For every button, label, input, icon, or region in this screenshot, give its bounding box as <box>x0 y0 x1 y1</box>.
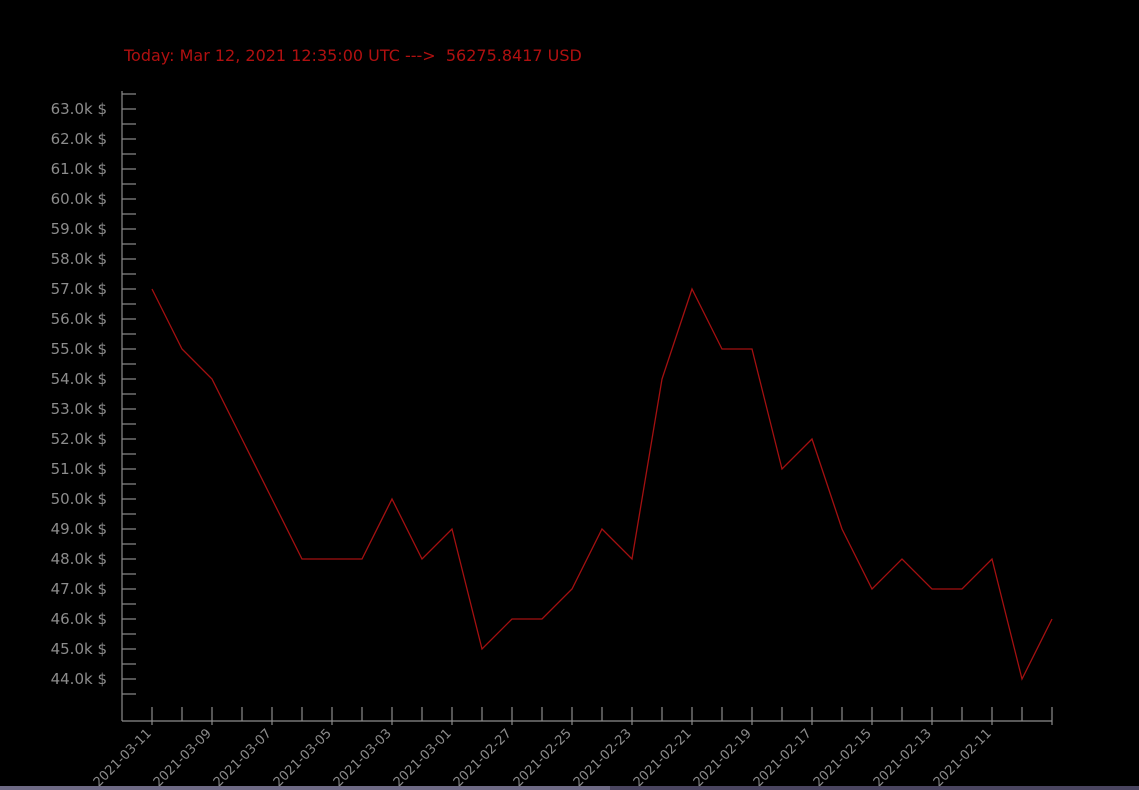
x-tick-label: 2021-02-25 <box>511 726 575 790</box>
x-tick-label: 2021-02-23 <box>571 726 635 790</box>
x-tick-label: 2021-03-09 <box>151 726 215 790</box>
price-line <box>151 287 1053 681</box>
y-axis: 44.0k $ 45.0k $ 46.0k $ 47.0k $ 48.0k $ 49.0k… <box>51 91 136 721</box>
y-tick-label: 51.0k $ <box>51 460 107 478</box>
y-tick-label: 54.0k $ <box>51 370 107 388</box>
x-tick-label: 2021-02-17 <box>751 726 815 790</box>
y-tick-label: 45.0k $ <box>51 640 107 658</box>
y-tick-label: 55.0k $ <box>51 340 107 358</box>
y-tick-label: 61.0k $ <box>51 160 107 178</box>
x-tick-label: 2021-03-11 <box>91 726 155 790</box>
x-tick-label: 2021-03-01 <box>391 726 455 790</box>
x-tick-label: 2021-03-07 <box>211 726 275 790</box>
x-tick-label: 2021-02-19 <box>691 726 755 790</box>
y-tick-label: 49.0k $ <box>51 520 107 538</box>
chart-title: Today: Mar 12, 2021 12:35:00 UTC ---> 56… <box>123 46 582 65</box>
y-tick-label: 57.0k $ <box>51 280 107 298</box>
y-tick-label: 44.0k $ <box>51 670 107 688</box>
y-tick-label: 60.0k $ <box>51 190 107 208</box>
y-tick-label: 48.0k $ <box>51 550 107 568</box>
y-tick-label: 59.0k $ <box>51 220 107 238</box>
y-tick-label: 47.0k $ <box>51 580 107 598</box>
y-tick-label: 53.0k $ <box>51 400 107 418</box>
x-tick-label: 2021-03-05 <box>271 726 335 790</box>
x-tick-label: 2021-03-03 <box>331 726 395 790</box>
window-bottom-edge-highlight <box>0 786 610 790</box>
price-series <box>151 287 1053 681</box>
y-tick-label: 58.0k $ <box>51 250 107 268</box>
y-tick-label: 46.0k $ <box>51 610 107 628</box>
y-tick-label: 52.0k $ <box>51 430 107 448</box>
y-tick-label: 50.0k $ <box>51 490 107 508</box>
x-tick-label: 2021-02-27 <box>451 726 515 790</box>
y-tick-label: 56.0k $ <box>51 310 107 328</box>
x-tick-label: 2021-02-15 <box>811 726 875 790</box>
y-tick-label: 62.0k $ <box>51 130 107 148</box>
x-axis: 2021-03-112021-03-092021-03-072021-03-05… <box>91 707 1053 790</box>
x-tick-label: 2021-02-13 <box>871 726 935 790</box>
x-tick-label: 2021-02-11 <box>931 726 995 790</box>
x-tick-label: 2021-02-21 <box>631 726 695 790</box>
y-tick-label: 63.0k $ <box>51 100 107 118</box>
